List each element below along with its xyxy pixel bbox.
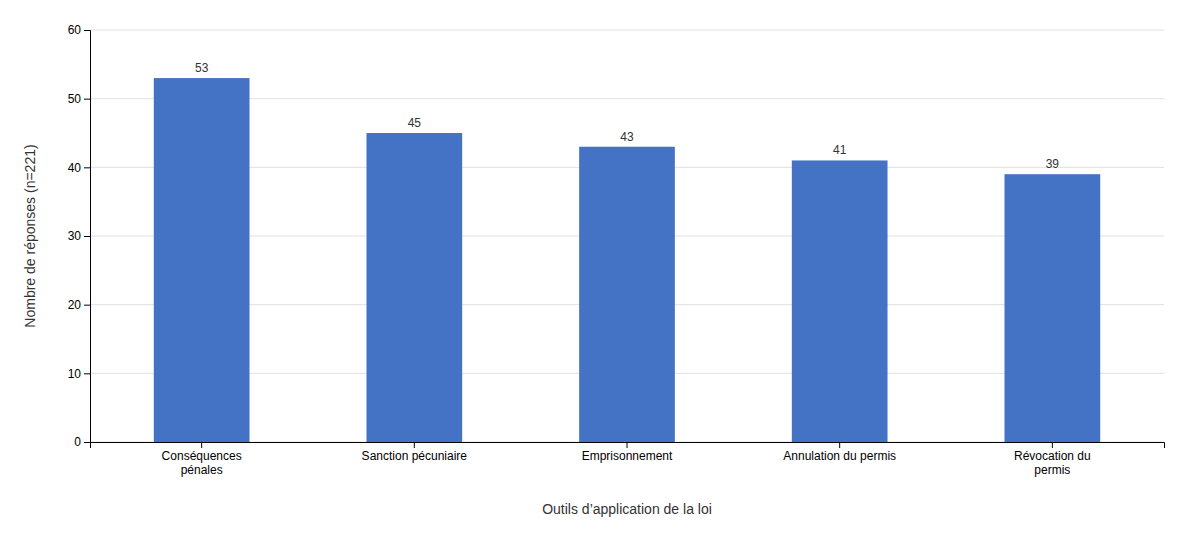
x-tick-label-line: Annulation du permis: [783, 449, 896, 463]
y-tick: 30: [68, 229, 90, 243]
y-axis: 0 10 20 30 40 50 60: [68, 23, 91, 449]
x-tick-mark: [627, 442, 628, 448]
y-tick-label: 40: [68, 161, 82, 175]
y-tick-mark: [84, 30, 90, 31]
data-label: 45: [408, 116, 422, 130]
y-axis-line: [84, 31, 91, 443]
x-tick-mark: [414, 442, 415, 448]
x-axis-title: Outils d’application de la loi: [542, 501, 712, 517]
x-tick: Annulation du permis: [783, 442, 896, 463]
y-tick-label: 30: [68, 229, 82, 243]
y-tick: 60: [68, 23, 90, 37]
y-tick-mark: [84, 305, 90, 306]
x-axis: Conséquencespénales Sanction pécuniaire Em…: [91, 442, 1165, 477]
y-tick-label: 60: [68, 23, 82, 37]
x-tick-label: Sanction pécuniaire: [362, 449, 468, 463]
y-tick-mark: [84, 373, 90, 374]
data-label: 43: [620, 130, 634, 144]
y-tick-mark: [84, 99, 90, 100]
data-label: 39: [1046, 157, 1060, 171]
bar: [579, 147, 675, 442]
x-tick-label-line: Conséquences: [162, 449, 242, 463]
y-tick: 10: [68, 367, 90, 381]
y-tick: 0: [74, 435, 90, 449]
y-tick-mark: [84, 167, 90, 168]
bar: [1004, 174, 1100, 442]
x-tick-mark: [1052, 442, 1053, 448]
bar: [366, 133, 462, 442]
y-axis-title: Nombre de réponses (n=221): [22, 144, 38, 327]
x-tick: Sanction pécuniaire: [362, 442, 468, 463]
y-tick-label: 0: [74, 435, 81, 449]
chart: 0 10 20 30 40 50 60 Conséquencespénales Sanction…: [0, 0, 1200, 547]
bar: [792, 160, 888, 442]
data-label: 41: [833, 143, 847, 157]
x-tick-label-line: Emprisonnement: [582, 449, 673, 463]
x-tick-mark: [839, 442, 840, 448]
plot: 0 10 20 30 40 50 60 Conséquencespénales Sanction…: [22, 23, 1165, 517]
grid-line: [90, 30, 1164, 31]
x-tick-label-line: permis: [1034, 463, 1070, 477]
x-tick: Conséquencespénales: [162, 442, 242, 477]
chart-container: 0 10 20 30 40 50 60 Conséquencespénales Sanction…: [0, 0, 1200, 547]
y-tick-label: 10: [68, 367, 82, 381]
y-tick-mark: [84, 442, 90, 443]
x-tick: Révocation dupermis: [1014, 442, 1091, 477]
y-tick-label: 50: [68, 92, 82, 106]
x-tick-label-line: pénales: [181, 463, 223, 477]
x-tick-label: Révocation dupermis: [1014, 449, 1091, 477]
x-tick-mark: [201, 442, 202, 448]
bar: [154, 78, 250, 442]
grid: [90, 30, 1164, 442]
y-tick: 50: [68, 92, 90, 106]
y-tick: 20: [68, 298, 90, 312]
y-tick-label: 20: [68, 298, 82, 312]
y-tick-mark: [84, 236, 90, 237]
x-tick: Emprisonnement: [582, 442, 673, 463]
x-tick-label: Conséquencespénales: [162, 449, 242, 477]
x-tick-label: Emprisonnement: [582, 449, 673, 463]
x-axis-line: [91, 443, 1165, 449]
grid-line: [90, 98, 1164, 99]
data-label: 53: [195, 61, 209, 75]
bars: [154, 78, 1100, 442]
x-tick-label: Annulation du permis: [783, 449, 896, 463]
y-tick: 40: [68, 161, 90, 175]
x-tick-label-line: Sanction pécuniaire: [362, 449, 468, 463]
x-tick-label-line: Révocation du: [1014, 449, 1091, 463]
data-labels: 53 45 43 41 39: [195, 61, 1059, 171]
